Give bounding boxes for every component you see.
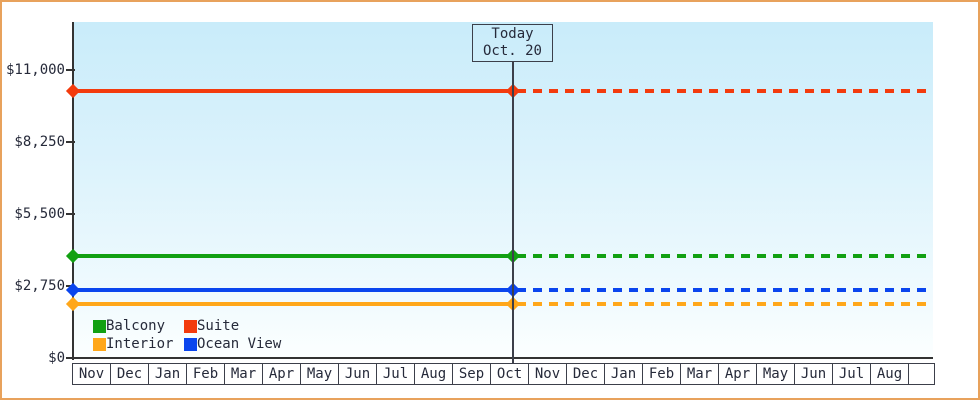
month-cell: Apr — [719, 364, 757, 384]
y-tick-label: $8,250 — [14, 134, 65, 150]
interior-swatch-icon — [93, 337, 106, 351]
plot-area — [73, 22, 933, 358]
series-line-dashed-interior — [517, 302, 931, 307]
today-marker-line — [512, 62, 514, 363]
month-cell: Jul — [833, 364, 871, 384]
month-cell: Aug — [871, 364, 909, 384]
month-cell: Mar — [225, 364, 263, 384]
today-date: Oct. 20 — [482, 43, 542, 59]
y-tick-mark — [66, 69, 75, 71]
legend-label: Ocean View — [197, 336, 282, 352]
y-tick-mark — [66, 141, 75, 143]
y-tick-label: $0 — [48, 350, 65, 366]
y-tick-label: $2,750 — [14, 278, 65, 294]
series-line-solid-balcony — [73, 253, 513, 258]
y-tick-label: $11,000 — [5, 62, 65, 78]
series-line-solid-ocean-view — [73, 287, 513, 292]
y-tick-label: $5,500 — [14, 206, 65, 222]
legend-row: Balcony Suite — [93, 317, 353, 335]
legend-item-ocean-view: Ocean View — [184, 337, 281, 351]
month-cell: May — [757, 364, 795, 384]
series-line-dashed-ocean-view — [517, 287, 931, 292]
month-cell: Jun — [795, 364, 833, 384]
month-cell: Apr — [263, 364, 301, 384]
today-annotation-box: Today Oct. 20 — [472, 24, 553, 62]
x-axis-line — [72, 357, 933, 359]
month-cell: Dec — [111, 364, 149, 384]
y-tick-mark — [66, 357, 75, 359]
legend: Balcony Suite Interior Ocean View — [93, 317, 353, 353]
legend-label: Interior — [106, 336, 174, 352]
legend-row: Interior Ocean View — [93, 335, 353, 353]
legend-label: Balcony — [106, 318, 166, 334]
month-cell-empty — [909, 364, 934, 384]
month-cell: May — [301, 364, 339, 384]
y-tick-mark — [66, 213, 75, 215]
month-cell: Feb — [187, 364, 225, 384]
suite-swatch-icon — [184, 319, 197, 333]
legend-label: Suite — [197, 318, 240, 334]
y-axis-line — [72, 22, 74, 360]
month-cell: Sep — [453, 364, 491, 384]
today-label: Today — [491, 26, 534, 42]
month-cell: Feb — [643, 364, 681, 384]
ocean-view-swatch-icon — [184, 337, 197, 351]
month-cell: Jun — [339, 364, 377, 384]
series-line-dashed-balcony — [517, 253, 931, 258]
month-cell: Dec — [567, 364, 605, 384]
legend-item-interior: Interior — [93, 337, 184, 351]
month-cell: Jul — [377, 364, 415, 384]
month-cell: Oct — [491, 364, 529, 384]
month-cell: Nov — [529, 364, 567, 384]
month-cell: Jan — [605, 364, 643, 384]
month-cell: Aug — [415, 364, 453, 384]
month-cell: Jan — [149, 364, 187, 384]
legend-item-balcony: Balcony — [93, 319, 184, 333]
legend-item-suite: Suite — [184, 319, 239, 333]
series-line-solid-suite — [73, 88, 513, 93]
balcony-swatch-icon — [93, 319, 106, 333]
month-cell: Mar — [681, 364, 719, 384]
series-line-dashed-suite — [517, 88, 931, 93]
month-cell: Nov — [73, 364, 111, 384]
series-line-solid-interior — [73, 302, 513, 307]
x-axis-month-row: Nov Dec Jan Feb Mar Apr May Jun Jul Aug Sep Oct Nov D… — [72, 363, 935, 385]
